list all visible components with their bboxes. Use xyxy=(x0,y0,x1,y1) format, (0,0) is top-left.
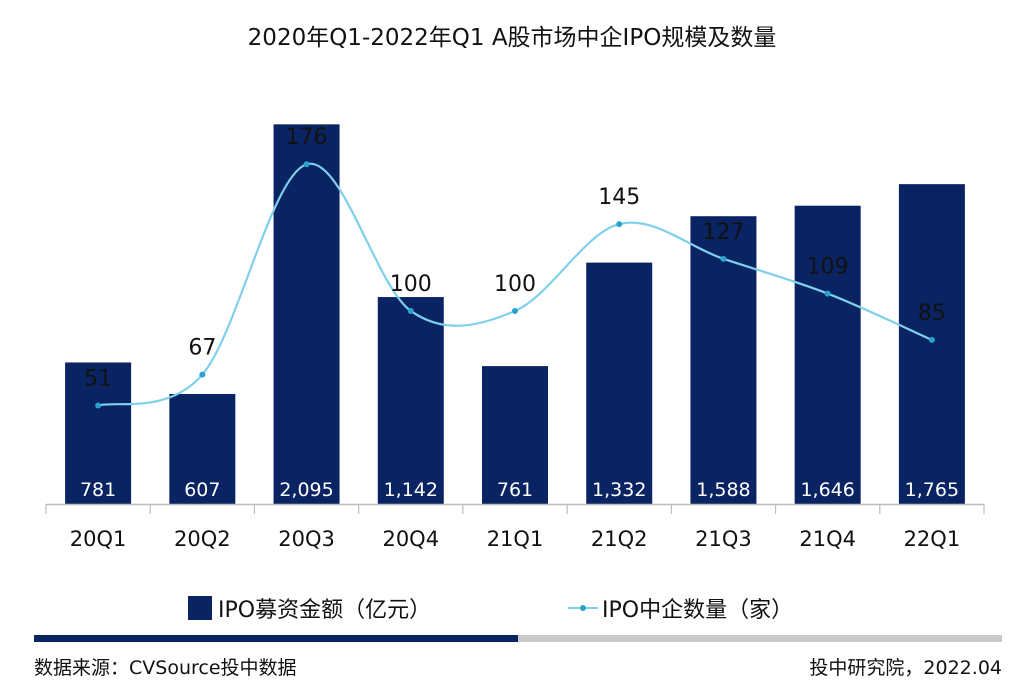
bar-value-label: 1,646 xyxy=(800,479,854,501)
line-point-21Q2 xyxy=(616,221,623,228)
bar-20Q4 xyxy=(377,297,444,504)
x-tick-label: 21Q4 xyxy=(799,527,856,551)
legend-bar-item: IPO募资金额（亿元） xyxy=(188,592,431,624)
line-value-label: 127 xyxy=(702,220,744,245)
combo-chart: 781 607 2,095 1,142 761 1,332 1,588 1,646 1,765 2… xyxy=(45,124,985,551)
line-point-21Q4 xyxy=(824,290,831,297)
x-tick-label: 20Q1 xyxy=(70,527,127,551)
line-value-label: 145 xyxy=(598,185,640,210)
x-tick-label: 20Q2 xyxy=(174,527,231,551)
line-point-20Q4 xyxy=(407,307,414,314)
line-point-21Q3 xyxy=(720,255,727,262)
x-tick-label: 21Q3 xyxy=(695,527,752,551)
footer-divider-light xyxy=(518,635,1002,642)
bar-value-label: 1,765 xyxy=(905,479,959,501)
line-value-label: 176 xyxy=(286,125,328,150)
x-tick-label: 20Q4 xyxy=(382,527,439,551)
line-point-20Q2 xyxy=(199,371,206,378)
bar-21Q2 xyxy=(586,262,653,504)
line-value-label: 100 xyxy=(494,272,536,297)
bar-21Q1 xyxy=(482,366,548,504)
legend-bar-swatch xyxy=(188,596,212,620)
x-tick-label: 21Q1 xyxy=(487,527,544,551)
bar-value-label: 1,588 xyxy=(696,479,750,501)
chart-title: 2020年Q1-2022年Q1 A股市场中企IPO规模及数量 xyxy=(247,25,777,51)
line-point-20Q3 xyxy=(303,161,310,168)
legend-line-item: IPO中企数量（家） xyxy=(568,592,793,624)
bar-value-label: 2,095 xyxy=(279,479,333,501)
legend-bar-label: IPO募资金额（亿元） xyxy=(218,598,432,623)
footer-source: 数据来源：CVSource投中数据 xyxy=(34,657,297,679)
line-point-21Q1 xyxy=(512,307,518,314)
x-tick-label: 22Q1 xyxy=(904,527,961,551)
footer-credit: 投中研究院，2022.04 xyxy=(809,657,1002,679)
line-value-label: 51 xyxy=(84,367,112,392)
line-series-path xyxy=(97,162,933,407)
bar-22Q1 xyxy=(898,184,965,504)
x-tick-label: 21Q2 xyxy=(591,527,648,551)
legend-line-swatch xyxy=(568,596,598,620)
bar-value-label: 1,332 xyxy=(592,479,646,501)
line-point-22Q1 xyxy=(928,336,935,343)
bar-21Q3 xyxy=(690,216,757,504)
line-value-label: 100 xyxy=(390,272,432,297)
line-value-label: 67 xyxy=(188,336,216,361)
bar-21Q4 xyxy=(794,205,861,505)
x-tick-label: 20Q3 xyxy=(278,527,335,551)
bar-20Q3 xyxy=(273,124,340,505)
footer-divider-dark xyxy=(34,635,518,642)
bar-value-label: 781 xyxy=(80,479,116,501)
line-point-20Q1 xyxy=(95,402,102,409)
line-value-label: 85 xyxy=(918,301,946,326)
bar-20Q2 xyxy=(169,393,236,504)
legend-line-label: IPO中企数量（家） xyxy=(602,598,794,623)
line-value-label: 109 xyxy=(807,255,849,280)
bar-value-label: 607 xyxy=(184,479,220,501)
bar-20Q1 xyxy=(65,362,132,504)
bar-value-label: 761 xyxy=(497,479,533,501)
bar-value-label: 1,142 xyxy=(384,479,438,501)
